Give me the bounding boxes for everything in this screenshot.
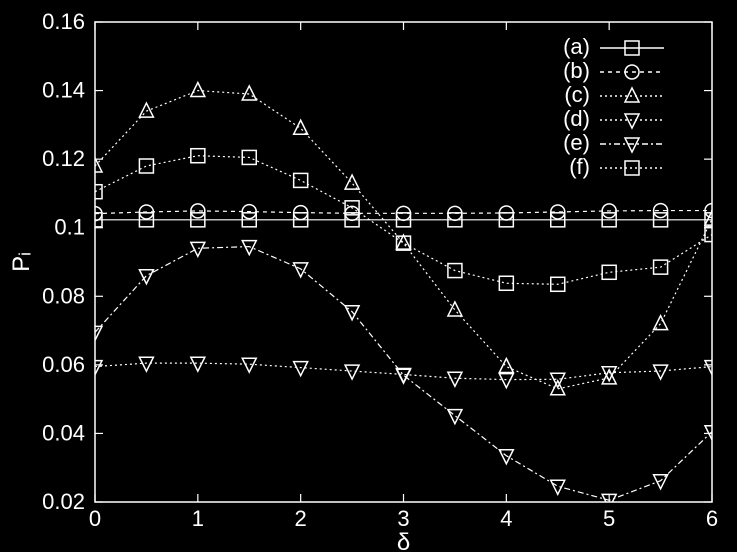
y-tick-label: 0.08 — [42, 283, 85, 308]
y-tick-label: 0.02 — [42, 489, 85, 514]
legend-label: (e) — [563, 130, 590, 155]
x-tick-label: 1 — [192, 506, 204, 531]
y-tick-label: 0.06 — [42, 352, 85, 377]
legend-label: (d) — [563, 106, 590, 131]
y-tick-label: 0.14 — [42, 78, 85, 103]
x-tick-label: 4 — [500, 506, 512, 531]
legend-label: (a) — [563, 34, 590, 59]
y-axis-label: Pᵢ — [8, 252, 35, 272]
line-chart: 0 1 2 3 4 5 6 0.02 0.04 0.06 0.08 0.1 0.12 0.14 0.16 δ P… — [0, 0, 737, 552]
x-tick-label: 2 — [295, 506, 307, 531]
x-tick-label: 3 — [397, 506, 409, 531]
chart-background — [0, 0, 737, 552]
chart-container: 0 1 2 3 4 5 6 0.02 0.04 0.06 0.08 0.1 0.12 0.14 0.16 δ P… — [0, 0, 737, 552]
y-tick-label: 0.04 — [42, 420, 85, 445]
y-tick-label: 0.12 — [42, 146, 85, 171]
y-tick-label: 0.1 — [54, 215, 85, 240]
x-tick-label: 5 — [603, 506, 615, 531]
x-axis-label: δ — [397, 529, 410, 552]
legend-label: (b) — [563, 58, 590, 83]
x-tick-label: 0 — [89, 506, 101, 531]
legend-label: (c) — [564, 82, 590, 107]
legend-label: (f) — [569, 154, 590, 179]
y-tick-label: 0.16 — [42, 9, 85, 34]
x-tick-label: 6 — [706, 506, 718, 531]
